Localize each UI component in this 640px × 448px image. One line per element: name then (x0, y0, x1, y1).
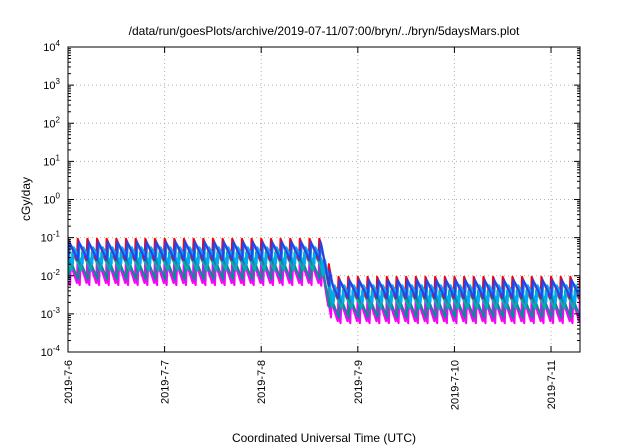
y-tick-label: 101 (43, 153, 60, 168)
x-tick-label: 2019-7-9 (353, 360, 365, 404)
x-tick-label: 2019-7-8 (256, 360, 268, 404)
x-tick-label: 2019-7-10 (449, 360, 461, 410)
y-tick-label: 103 (43, 77, 60, 92)
y-axis-label: cGy/day (19, 177, 33, 221)
y-tick-label: 10-4 (41, 344, 61, 359)
x-axis-ticks: 2019-7-6 2019-7-7 2019-7-8 2019-7-9 2019-7-1… (63, 47, 558, 410)
y-tick-label: 100 (43, 192, 60, 207)
x-tick-label: 2019-7-6 (63, 360, 75, 404)
x-axis-label: Coordinated Universal Time (UTC) (232, 431, 416, 445)
y-tick-label: 10-3 (41, 306, 61, 321)
y-tick-label: 10-1 (41, 230, 61, 245)
series-line (68, 240, 580, 299)
chart-title: /data/run/goesPlots/archive/2019-07-11/0… (129, 24, 520, 38)
y-tick-label: 104 (43, 39, 60, 54)
y-tick-label: 10-2 (41, 268, 61, 283)
y-axis-ticks: 10-4 10-3 10-2 10-1 100 101 102 103 104 (41, 39, 580, 359)
series-group (68, 237, 580, 325)
y-tick-label: 102 (43, 115, 60, 130)
x-tick-label: 2019-7-11 (546, 360, 558, 409)
x-tick-label: 2019-7-7 (160, 360, 172, 404)
